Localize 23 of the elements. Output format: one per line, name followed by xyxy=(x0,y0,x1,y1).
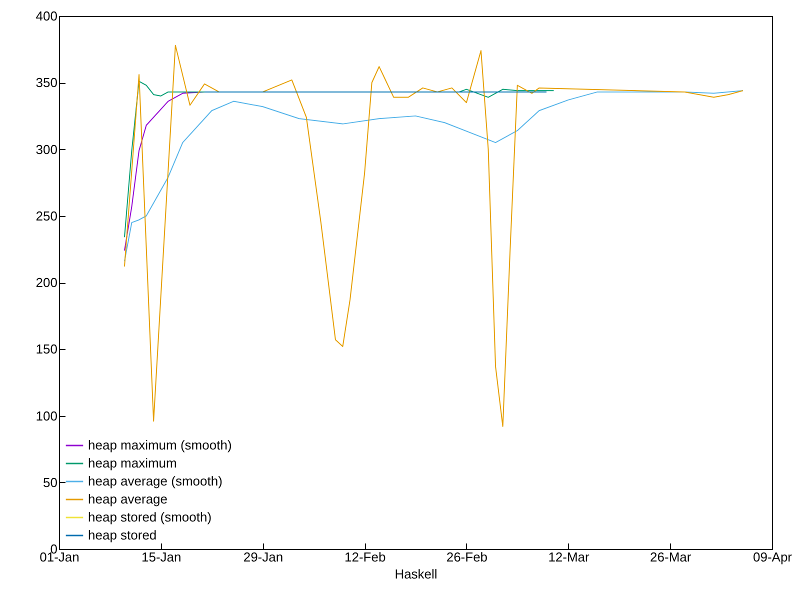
y-tick-label: 0 xyxy=(50,542,58,556)
y-tick-label: 250 xyxy=(36,208,58,224)
x-tick-label: 26-Feb xyxy=(446,550,488,564)
y-tick-label: 50 xyxy=(43,474,58,490)
y-tick-label: 350 xyxy=(36,75,58,90)
legend-label: heap average xyxy=(88,492,168,506)
x-tick-label: 12-Feb xyxy=(344,550,386,564)
legend-label: heap average (smooth) xyxy=(88,474,222,488)
x-tick-label: 15-Jan xyxy=(141,550,182,564)
legend-label: heap stored xyxy=(88,528,157,542)
x-tick-label: 09-Apr xyxy=(752,550,793,564)
y-tick-label: 200 xyxy=(36,275,58,290)
y-tick-label: 300 xyxy=(36,142,58,157)
x-tick-label: 12-Mar xyxy=(548,550,590,564)
legend-label: heap stored (smooth) xyxy=(88,510,212,524)
x-tick-label: 29-Jan xyxy=(243,550,284,564)
x-axis-title: Haskell xyxy=(394,566,438,582)
y-tick-label: 150 xyxy=(36,342,58,357)
y-tick-label: 100 xyxy=(36,408,58,424)
legend-label: heap maximum xyxy=(88,456,177,470)
legend-label: heap maximum (smooth) xyxy=(88,438,232,452)
x-tick-label: 26-Mar xyxy=(650,550,692,564)
y-tick-label: 400 xyxy=(36,8,58,24)
